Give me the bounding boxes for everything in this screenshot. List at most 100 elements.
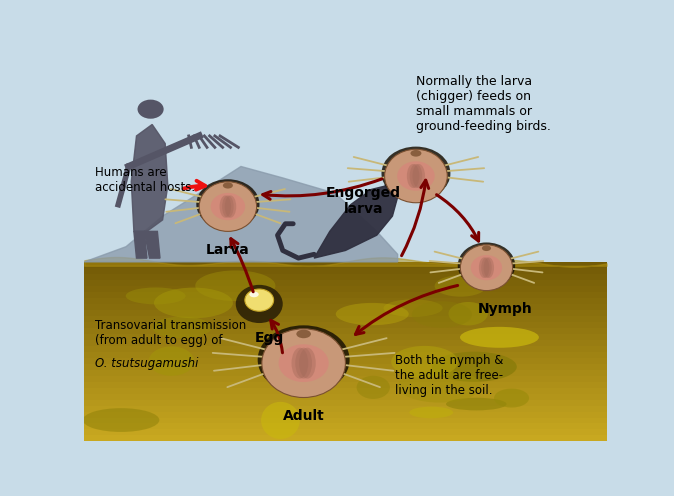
Polygon shape	[84, 167, 398, 262]
Bar	[84, 268, 607, 274]
Text: Larva: Larva	[206, 243, 250, 257]
Ellipse shape	[435, 275, 487, 297]
Ellipse shape	[154, 288, 233, 318]
Bar	[84, 352, 607, 358]
Ellipse shape	[224, 195, 236, 218]
Circle shape	[385, 174, 416, 197]
Bar	[84, 286, 607, 292]
Bar	[84, 393, 607, 400]
Text: Humans are
accidental hosts.: Humans are accidental hosts.	[94, 167, 195, 194]
Ellipse shape	[458, 243, 515, 288]
Ellipse shape	[410, 164, 422, 188]
Ellipse shape	[220, 195, 231, 218]
Ellipse shape	[412, 301, 472, 328]
Bar	[84, 364, 607, 370]
Ellipse shape	[391, 346, 458, 378]
Ellipse shape	[262, 329, 346, 397]
Bar	[84, 316, 607, 322]
Ellipse shape	[196, 179, 259, 229]
Ellipse shape	[412, 164, 425, 188]
Ellipse shape	[381, 147, 450, 200]
Bar	[84, 370, 607, 375]
Ellipse shape	[152, 316, 212, 338]
Ellipse shape	[249, 292, 259, 297]
Text: O. tsutsugamushi: O. tsutsugamushi	[94, 358, 198, 371]
Ellipse shape	[448, 302, 488, 325]
Ellipse shape	[149, 346, 194, 376]
Ellipse shape	[299, 348, 315, 378]
Ellipse shape	[407, 164, 419, 188]
Text: Adult: Adult	[283, 409, 324, 423]
FancyBboxPatch shape	[84, 60, 607, 262]
Ellipse shape	[261, 402, 300, 439]
Polygon shape	[131, 124, 168, 231]
Ellipse shape	[336, 303, 408, 325]
Circle shape	[137, 100, 164, 119]
Ellipse shape	[481, 257, 492, 278]
Ellipse shape	[83, 408, 159, 432]
Bar	[84, 418, 607, 424]
Text: Normally the larva
(chigger) feeds on
small mammals or
ground-feeding birds.: Normally the larva (chigger) feeds on sm…	[416, 75, 551, 133]
Ellipse shape	[126, 288, 185, 305]
Bar	[84, 340, 607, 346]
Ellipse shape	[398, 370, 481, 403]
Bar	[84, 292, 607, 298]
Text: Nymph: Nymph	[477, 302, 532, 316]
Bar	[84, 406, 607, 412]
Bar	[84, 430, 607, 435]
Ellipse shape	[460, 327, 539, 348]
Bar	[84, 387, 607, 393]
Ellipse shape	[223, 183, 233, 188]
Ellipse shape	[471, 255, 502, 280]
Polygon shape	[144, 231, 160, 258]
Text: Both the nymph &
the adult are free-
living in the soil.: Both the nymph & the adult are free- liv…	[395, 354, 503, 397]
Ellipse shape	[409, 407, 453, 418]
Polygon shape	[314, 186, 398, 258]
Bar	[84, 274, 607, 280]
Bar	[84, 280, 607, 286]
Ellipse shape	[385, 149, 448, 203]
Bar	[84, 262, 607, 268]
Bar	[84, 358, 607, 364]
Ellipse shape	[211, 193, 245, 220]
Text: Transovarial transmission
(from adult to egg) of: Transovarial transmission (from adult to…	[94, 319, 246, 347]
Ellipse shape	[295, 348, 312, 378]
Ellipse shape	[431, 352, 517, 382]
Ellipse shape	[222, 195, 234, 218]
Bar	[84, 310, 607, 316]
Bar	[84, 322, 607, 328]
Bar	[84, 334, 607, 340]
Ellipse shape	[292, 348, 308, 378]
Ellipse shape	[297, 330, 311, 338]
Bar	[84, 435, 607, 441]
Ellipse shape	[384, 300, 443, 317]
Ellipse shape	[402, 170, 411, 175]
Ellipse shape	[446, 398, 507, 410]
Ellipse shape	[482, 246, 491, 251]
Ellipse shape	[357, 376, 390, 399]
Ellipse shape	[278, 344, 329, 382]
Ellipse shape	[200, 182, 257, 231]
Bar	[84, 328, 607, 334]
Ellipse shape	[494, 388, 529, 408]
Bar	[84, 400, 607, 406]
Ellipse shape	[460, 245, 513, 291]
Ellipse shape	[195, 270, 276, 301]
Bar	[84, 304, 607, 310]
Bar	[84, 346, 607, 352]
Text: Egg: Egg	[255, 331, 284, 345]
Ellipse shape	[483, 257, 494, 278]
Ellipse shape	[236, 285, 283, 323]
Ellipse shape	[410, 150, 421, 157]
Ellipse shape	[245, 289, 274, 311]
Bar	[84, 424, 607, 430]
Text: Engorged
larva: Engorged larva	[326, 186, 401, 216]
Bar	[84, 298, 607, 304]
Bar	[84, 381, 607, 387]
Polygon shape	[134, 231, 147, 258]
Bar	[84, 375, 607, 381]
Ellipse shape	[479, 257, 489, 278]
Ellipse shape	[257, 325, 350, 394]
Ellipse shape	[397, 161, 435, 190]
Bar	[84, 412, 607, 418]
